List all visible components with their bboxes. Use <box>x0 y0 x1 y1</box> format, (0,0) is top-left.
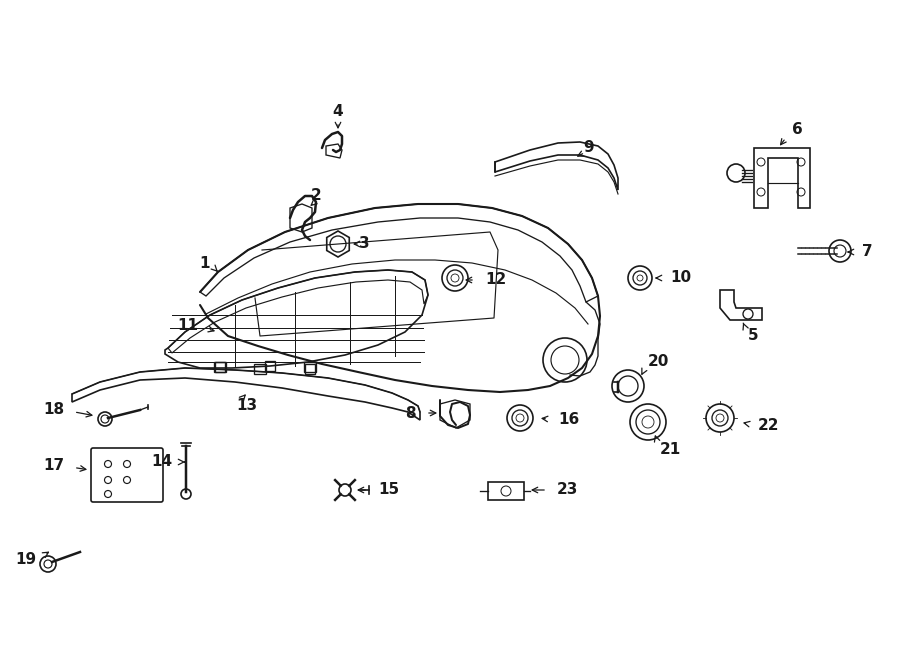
Text: 17: 17 <box>43 459 64 473</box>
Text: 1: 1 <box>200 256 210 272</box>
Text: 15: 15 <box>378 483 399 498</box>
Text: 16: 16 <box>558 412 580 428</box>
Text: 8: 8 <box>405 405 416 420</box>
Text: 20: 20 <box>648 354 670 369</box>
Text: 7: 7 <box>862 245 873 260</box>
Text: 9: 9 <box>583 141 594 155</box>
Text: 10: 10 <box>670 270 691 286</box>
Text: 21: 21 <box>660 442 681 457</box>
Text: 11: 11 <box>177 319 198 334</box>
Text: 13: 13 <box>236 397 257 412</box>
Text: 6: 6 <box>792 122 803 137</box>
Text: 12: 12 <box>485 272 506 288</box>
Text: 19: 19 <box>15 553 36 568</box>
Text: 22: 22 <box>758 418 779 434</box>
Text: 14: 14 <box>151 455 172 469</box>
Text: 23: 23 <box>557 483 579 498</box>
Text: 18: 18 <box>43 403 64 418</box>
Text: 3: 3 <box>359 237 370 251</box>
Text: 4: 4 <box>333 104 343 120</box>
Text: 2: 2 <box>311 188 322 204</box>
Text: 5: 5 <box>748 327 759 342</box>
